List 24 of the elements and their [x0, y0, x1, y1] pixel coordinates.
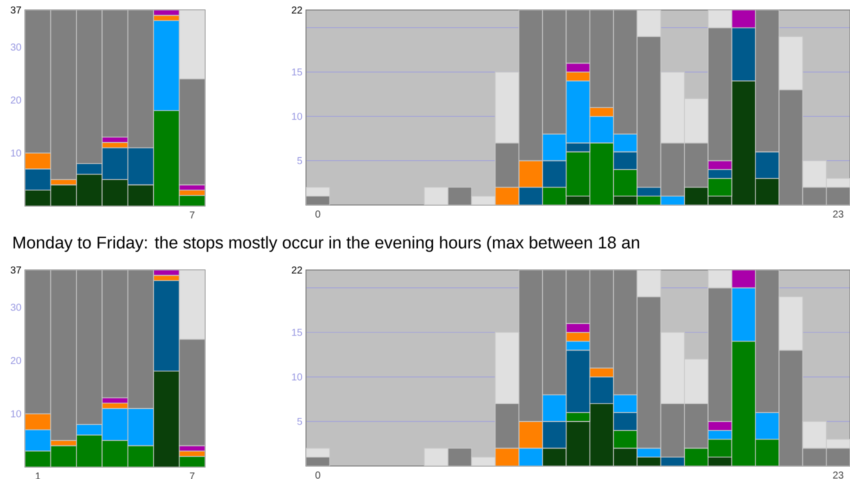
y-tick-label: 15 [292, 68, 302, 76]
y-tick-label: 10 [292, 112, 302, 120]
y-tick-label: 22 [292, 266, 302, 274]
x-tick-label: 23 [833, 472, 844, 479]
y-tick-label: 22 [292, 6, 302, 14]
y-tick-label: 20 [10, 356, 22, 364]
y-tick-label: 10 [292, 373, 302, 380]
y-tick-label: 37 [10, 266, 21, 274]
y-tick-label: 37 [10, 6, 21, 14]
y-tick-label: 5 [297, 157, 302, 164]
y-tick-label: 10 [11, 149, 22, 157]
x-tick-label: 7 [190, 472, 194, 479]
y-tick-label: 15 [292, 328, 302, 336]
x-tick-label: 0 [315, 472, 320, 479]
text: Monday to Friday: the stops mostly occur in the evening hours (max between 18 an [14, 236, 640, 252]
x-tick-label: 23 [833, 210, 844, 218]
y-tick-label: 30 [10, 304, 22, 311]
y-tick-label: 20 [10, 96, 22, 104]
y-tick-label: 30 [10, 44, 22, 51]
x-tick-label: 0 [315, 210, 320, 218]
x-tick-label: 7 [190, 212, 194, 218]
y-tick-label: 5 [297, 418, 302, 425]
x-tick-label: 1 [36, 472, 40, 479]
y-tick-label: 10 [11, 410, 22, 418]
